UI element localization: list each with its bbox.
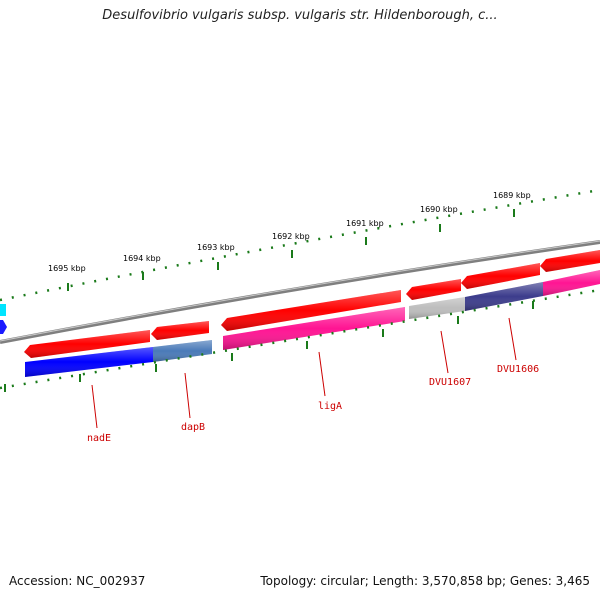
genome-backbone [0, 240, 600, 344]
kbp-label-1693: 1693 kbp [197, 243, 235, 252]
gene-label-ligA[interactable]: ligA [318, 401, 342, 412]
forward-strand-cds [24, 250, 600, 358]
gene-label-DVU1606[interactable]: DVU1606 [497, 364, 539, 375]
map-title: Desulfovibrio vulgaris subsp. vulgaris s… [102, 8, 498, 23]
kbp-label-1691: 1691 kbp [346, 219, 384, 228]
gene-label-DVU1607[interactable]: DVU1607 [429, 377, 471, 388]
inner-ruler-ticks [4, 301, 534, 392]
ruler-dots [0, 188, 600, 302]
inner-ruler [0, 288, 600, 392]
partial-feature-blue [0, 320, 7, 334]
kbp-label-1694: 1694 kbp [123, 254, 161, 263]
label-leaders [91, 317, 517, 429]
accession-text: Accession: NC_002937 [9, 574, 146, 588]
kbp-label-1689: 1689 kbp [493, 191, 531, 200]
scale-ruler: 1689 kbp 1690 kbp 1691 kbp 1692 kbp 1693… [0, 188, 600, 302]
partial-feature-cyan [0, 304, 6, 316]
gene-label-dapB[interactable]: dapB [181, 422, 205, 433]
ruler-ticks [67, 209, 515, 291]
gene-blocks [25, 270, 600, 377]
gene-label-nadE[interactable]: nadE [87, 433, 111, 444]
inner-ruler-dots [0, 288, 600, 390]
kbp-label-1695: 1695 kbp [48, 264, 86, 273]
kbp-label-1692: 1692 kbp [272, 232, 310, 241]
kbp-label-1690: 1690 kbp [420, 205, 458, 214]
topology-summary: Topology: circular; Length: 3,570,858 bp… [260, 574, 590, 588]
